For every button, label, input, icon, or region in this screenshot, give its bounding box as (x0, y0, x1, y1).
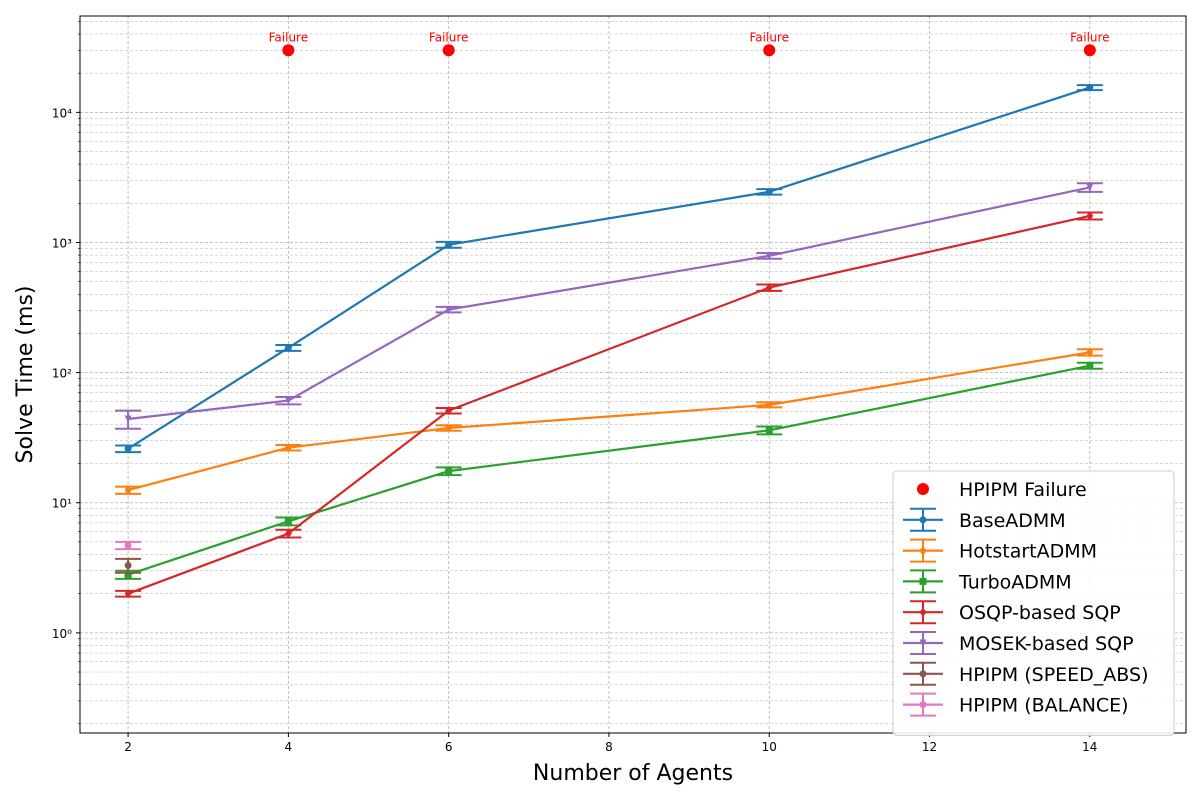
ticks: 2 4 6 8 10 12 14 10⁰ 10¹ 10² 10³ 10⁴ (52, 21, 1097, 754)
data-point (124, 589, 132, 599)
data-point (765, 188, 773, 196)
legend-label: MOSEK-based SQP (959, 633, 1134, 655)
failure-layer: Failure Failure Failure Failure (269, 30, 1110, 57)
legend-label: HPIPM (SPEED_ABS) (959, 664, 1148, 686)
data-point (124, 541, 132, 549)
data-point (124, 561, 132, 569)
legend: HPIPM Failure BaseADMM HotstartADMM TurboAD… (892, 470, 1175, 736)
failure-label: Failure (429, 30, 468, 44)
data-point (445, 467, 453, 475)
data-point (1086, 183, 1094, 191)
y-tick-label: 10¹ (52, 497, 72, 511)
data-point (919, 547, 927, 554)
data-point (445, 306, 453, 314)
data-point (919, 639, 927, 647)
legend-marker (917, 483, 929, 495)
y-axis-label: Solve Time (ms) (13, 286, 38, 464)
data-point (445, 424, 452, 431)
x-tick-label: 6 (445, 740, 453, 754)
x-tick-label: 4 (285, 740, 293, 754)
series-hpipm-speed-abs- (115, 557, 142, 574)
legend-box (892, 470, 1175, 736)
failure-point (1083, 44, 1096, 57)
data-point (124, 486, 132, 493)
data-point (765, 426, 773, 434)
data-point (284, 517, 292, 525)
plot-frame (79, 15, 1187, 734)
data-point (445, 406, 453, 416)
data-point (124, 415, 132, 423)
data-point (919, 701, 927, 709)
data-point (765, 252, 773, 260)
data-point (284, 344, 292, 352)
data-point (919, 516, 927, 524)
x-tick-label: 12 (922, 740, 937, 754)
failure-point (763, 44, 776, 57)
data-point (1086, 362, 1094, 370)
data-point (124, 571, 132, 579)
data-point (284, 397, 292, 405)
y-tick-label: 10⁴ (52, 106, 72, 120)
legend-item: HPIPM (BALANCE) (903, 692, 1129, 717)
data-point (919, 607, 927, 617)
data-point (284, 528, 292, 539)
series-baseadmm (115, 84, 1103, 454)
failure-label: Failure (1070, 30, 1109, 44)
y-tick-label: 10³ (52, 236, 72, 250)
legend-item: TurboADMM (903, 569, 1072, 594)
legend-item: HPIPM Failure (917, 479, 1087, 501)
legend-label: OSQP-based SQP (959, 602, 1121, 624)
legend-item: MOSEK-based SQP (903, 631, 1134, 655)
failure-point (442, 44, 455, 57)
y-tick-label: 10² (52, 367, 72, 381)
data-point (1086, 348, 1094, 356)
x-tick-label: 14 (1082, 740, 1097, 754)
data-point (919, 577, 927, 585)
data-point (124, 445, 132, 453)
legend-item: OSQP-based SQP (903, 600, 1121, 625)
series-osqp-based-sqp (115, 211, 1103, 599)
series-hotstartadmm (115, 348, 1103, 495)
failure-label: Failure (269, 30, 308, 44)
data-point (445, 241, 453, 249)
data-point (1086, 211, 1094, 221)
y-tick-label: 10⁰ (52, 627, 72, 641)
x-tick-label: 10 (762, 740, 777, 754)
failure-label: Failure (750, 30, 789, 44)
series-turboadmm (115, 361, 1103, 580)
data-point (765, 283, 773, 293)
failure-point (282, 44, 295, 57)
legend-label: HPIPM (BALANCE) (959, 695, 1129, 717)
legend-label: BaseADMM (959, 510, 1066, 532)
series-mosek-based-sqp (115, 182, 1103, 430)
legend-label: HPIPM Failure (959, 479, 1087, 501)
series-layer (115, 84, 1103, 599)
x-axis-label: Number of Agents (533, 761, 733, 786)
series-hpipm-balance- (115, 540, 142, 551)
x-tick-label: 8 (605, 740, 613, 754)
legend-label: TurboADMM (958, 571, 1072, 593)
legend-label: HotstartADMM (959, 541, 1097, 563)
legend-item: HotstartADMM (903, 538, 1097, 563)
data-point (919, 670, 927, 678)
data-point (1086, 84, 1094, 92)
x-tick-label: 2 (124, 740, 132, 754)
data-point (285, 444, 292, 451)
data-point (765, 401, 773, 408)
legend-item: BaseADMM (903, 507, 1066, 532)
legend-item: HPIPM (SPEED_ABS) (903, 661, 1148, 686)
